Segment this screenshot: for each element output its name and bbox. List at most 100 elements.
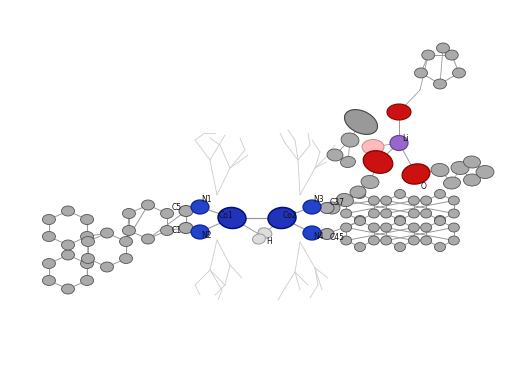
Ellipse shape (43, 275, 56, 285)
Ellipse shape (320, 229, 334, 240)
Ellipse shape (327, 149, 343, 161)
Ellipse shape (80, 232, 93, 242)
Ellipse shape (476, 165, 494, 179)
Ellipse shape (160, 208, 173, 218)
Ellipse shape (81, 237, 94, 247)
Ellipse shape (394, 189, 405, 199)
Ellipse shape (101, 228, 114, 238)
Ellipse shape (431, 163, 449, 176)
Ellipse shape (340, 236, 352, 245)
Ellipse shape (448, 236, 459, 245)
Ellipse shape (420, 223, 432, 232)
Ellipse shape (43, 258, 56, 269)
Text: N2: N2 (201, 231, 212, 240)
Ellipse shape (408, 209, 419, 218)
Ellipse shape (380, 223, 392, 232)
Text: H: H (266, 237, 272, 245)
Ellipse shape (394, 216, 405, 224)
Ellipse shape (354, 242, 365, 251)
Ellipse shape (119, 237, 132, 247)
Ellipse shape (387, 104, 411, 120)
Ellipse shape (61, 284, 75, 294)
Text: Co1: Co1 (219, 210, 234, 219)
Ellipse shape (340, 223, 352, 232)
Ellipse shape (420, 209, 432, 218)
Ellipse shape (345, 110, 377, 134)
Ellipse shape (81, 253, 94, 264)
Ellipse shape (324, 202, 340, 214)
Ellipse shape (354, 216, 365, 224)
Ellipse shape (422, 50, 435, 60)
Text: C5: C5 (172, 202, 182, 211)
Ellipse shape (340, 196, 352, 205)
Ellipse shape (390, 136, 408, 150)
Ellipse shape (179, 223, 193, 234)
Ellipse shape (320, 202, 334, 213)
Ellipse shape (43, 215, 56, 224)
Ellipse shape (434, 242, 445, 251)
Ellipse shape (368, 223, 379, 232)
Ellipse shape (448, 196, 459, 205)
Ellipse shape (336, 194, 353, 207)
Text: N4: N4 (313, 232, 324, 240)
Ellipse shape (122, 226, 135, 235)
Ellipse shape (43, 232, 56, 242)
Ellipse shape (101, 262, 114, 272)
Ellipse shape (362, 139, 384, 155)
Ellipse shape (448, 223, 459, 232)
Ellipse shape (444, 177, 460, 189)
Ellipse shape (453, 68, 466, 78)
Ellipse shape (303, 200, 321, 214)
Ellipse shape (253, 234, 265, 244)
Ellipse shape (436, 43, 449, 53)
Ellipse shape (402, 164, 430, 184)
Text: C1: C1 (172, 226, 182, 234)
Ellipse shape (340, 209, 352, 218)
Ellipse shape (361, 176, 379, 189)
Text: N3: N3 (313, 194, 324, 203)
Ellipse shape (268, 208, 296, 229)
Ellipse shape (420, 236, 432, 245)
Ellipse shape (415, 68, 428, 78)
Ellipse shape (448, 209, 459, 218)
Ellipse shape (380, 196, 392, 205)
Ellipse shape (368, 209, 379, 218)
Ellipse shape (179, 205, 193, 216)
Text: C37: C37 (330, 197, 345, 207)
Ellipse shape (463, 174, 481, 186)
Ellipse shape (408, 196, 419, 205)
Text: N1: N1 (201, 194, 212, 203)
Ellipse shape (341, 133, 359, 147)
Text: Li: Li (402, 133, 408, 142)
Ellipse shape (122, 208, 135, 218)
Ellipse shape (368, 196, 379, 205)
Ellipse shape (191, 200, 209, 214)
Ellipse shape (408, 236, 419, 245)
Ellipse shape (61, 206, 75, 216)
Ellipse shape (160, 226, 173, 235)
Ellipse shape (363, 151, 393, 173)
Ellipse shape (61, 240, 75, 250)
Ellipse shape (303, 226, 321, 240)
Ellipse shape (80, 275, 93, 285)
Ellipse shape (354, 216, 365, 226)
Ellipse shape (380, 236, 392, 245)
Ellipse shape (142, 234, 155, 244)
Text: O: O (421, 181, 427, 190)
Ellipse shape (119, 253, 132, 264)
Ellipse shape (463, 156, 481, 168)
Ellipse shape (191, 225, 209, 239)
Ellipse shape (80, 258, 93, 269)
Ellipse shape (434, 189, 445, 199)
Text: C45: C45 (330, 232, 345, 242)
Ellipse shape (434, 216, 445, 226)
Ellipse shape (368, 236, 379, 245)
Ellipse shape (354, 189, 365, 199)
Ellipse shape (142, 200, 155, 210)
Ellipse shape (80, 215, 93, 224)
Ellipse shape (380, 209, 392, 218)
Ellipse shape (408, 223, 419, 232)
Ellipse shape (61, 250, 75, 260)
Ellipse shape (445, 50, 458, 60)
Ellipse shape (340, 157, 356, 168)
